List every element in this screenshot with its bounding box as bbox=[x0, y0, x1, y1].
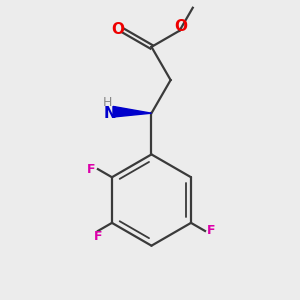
Text: O: O bbox=[175, 19, 188, 34]
Polygon shape bbox=[113, 106, 152, 117]
Text: H: H bbox=[103, 96, 112, 109]
Text: N: N bbox=[104, 106, 117, 121]
Text: F: F bbox=[87, 163, 96, 176]
Text: O: O bbox=[112, 22, 124, 37]
Text: F: F bbox=[94, 230, 102, 243]
Text: F: F bbox=[207, 224, 216, 238]
